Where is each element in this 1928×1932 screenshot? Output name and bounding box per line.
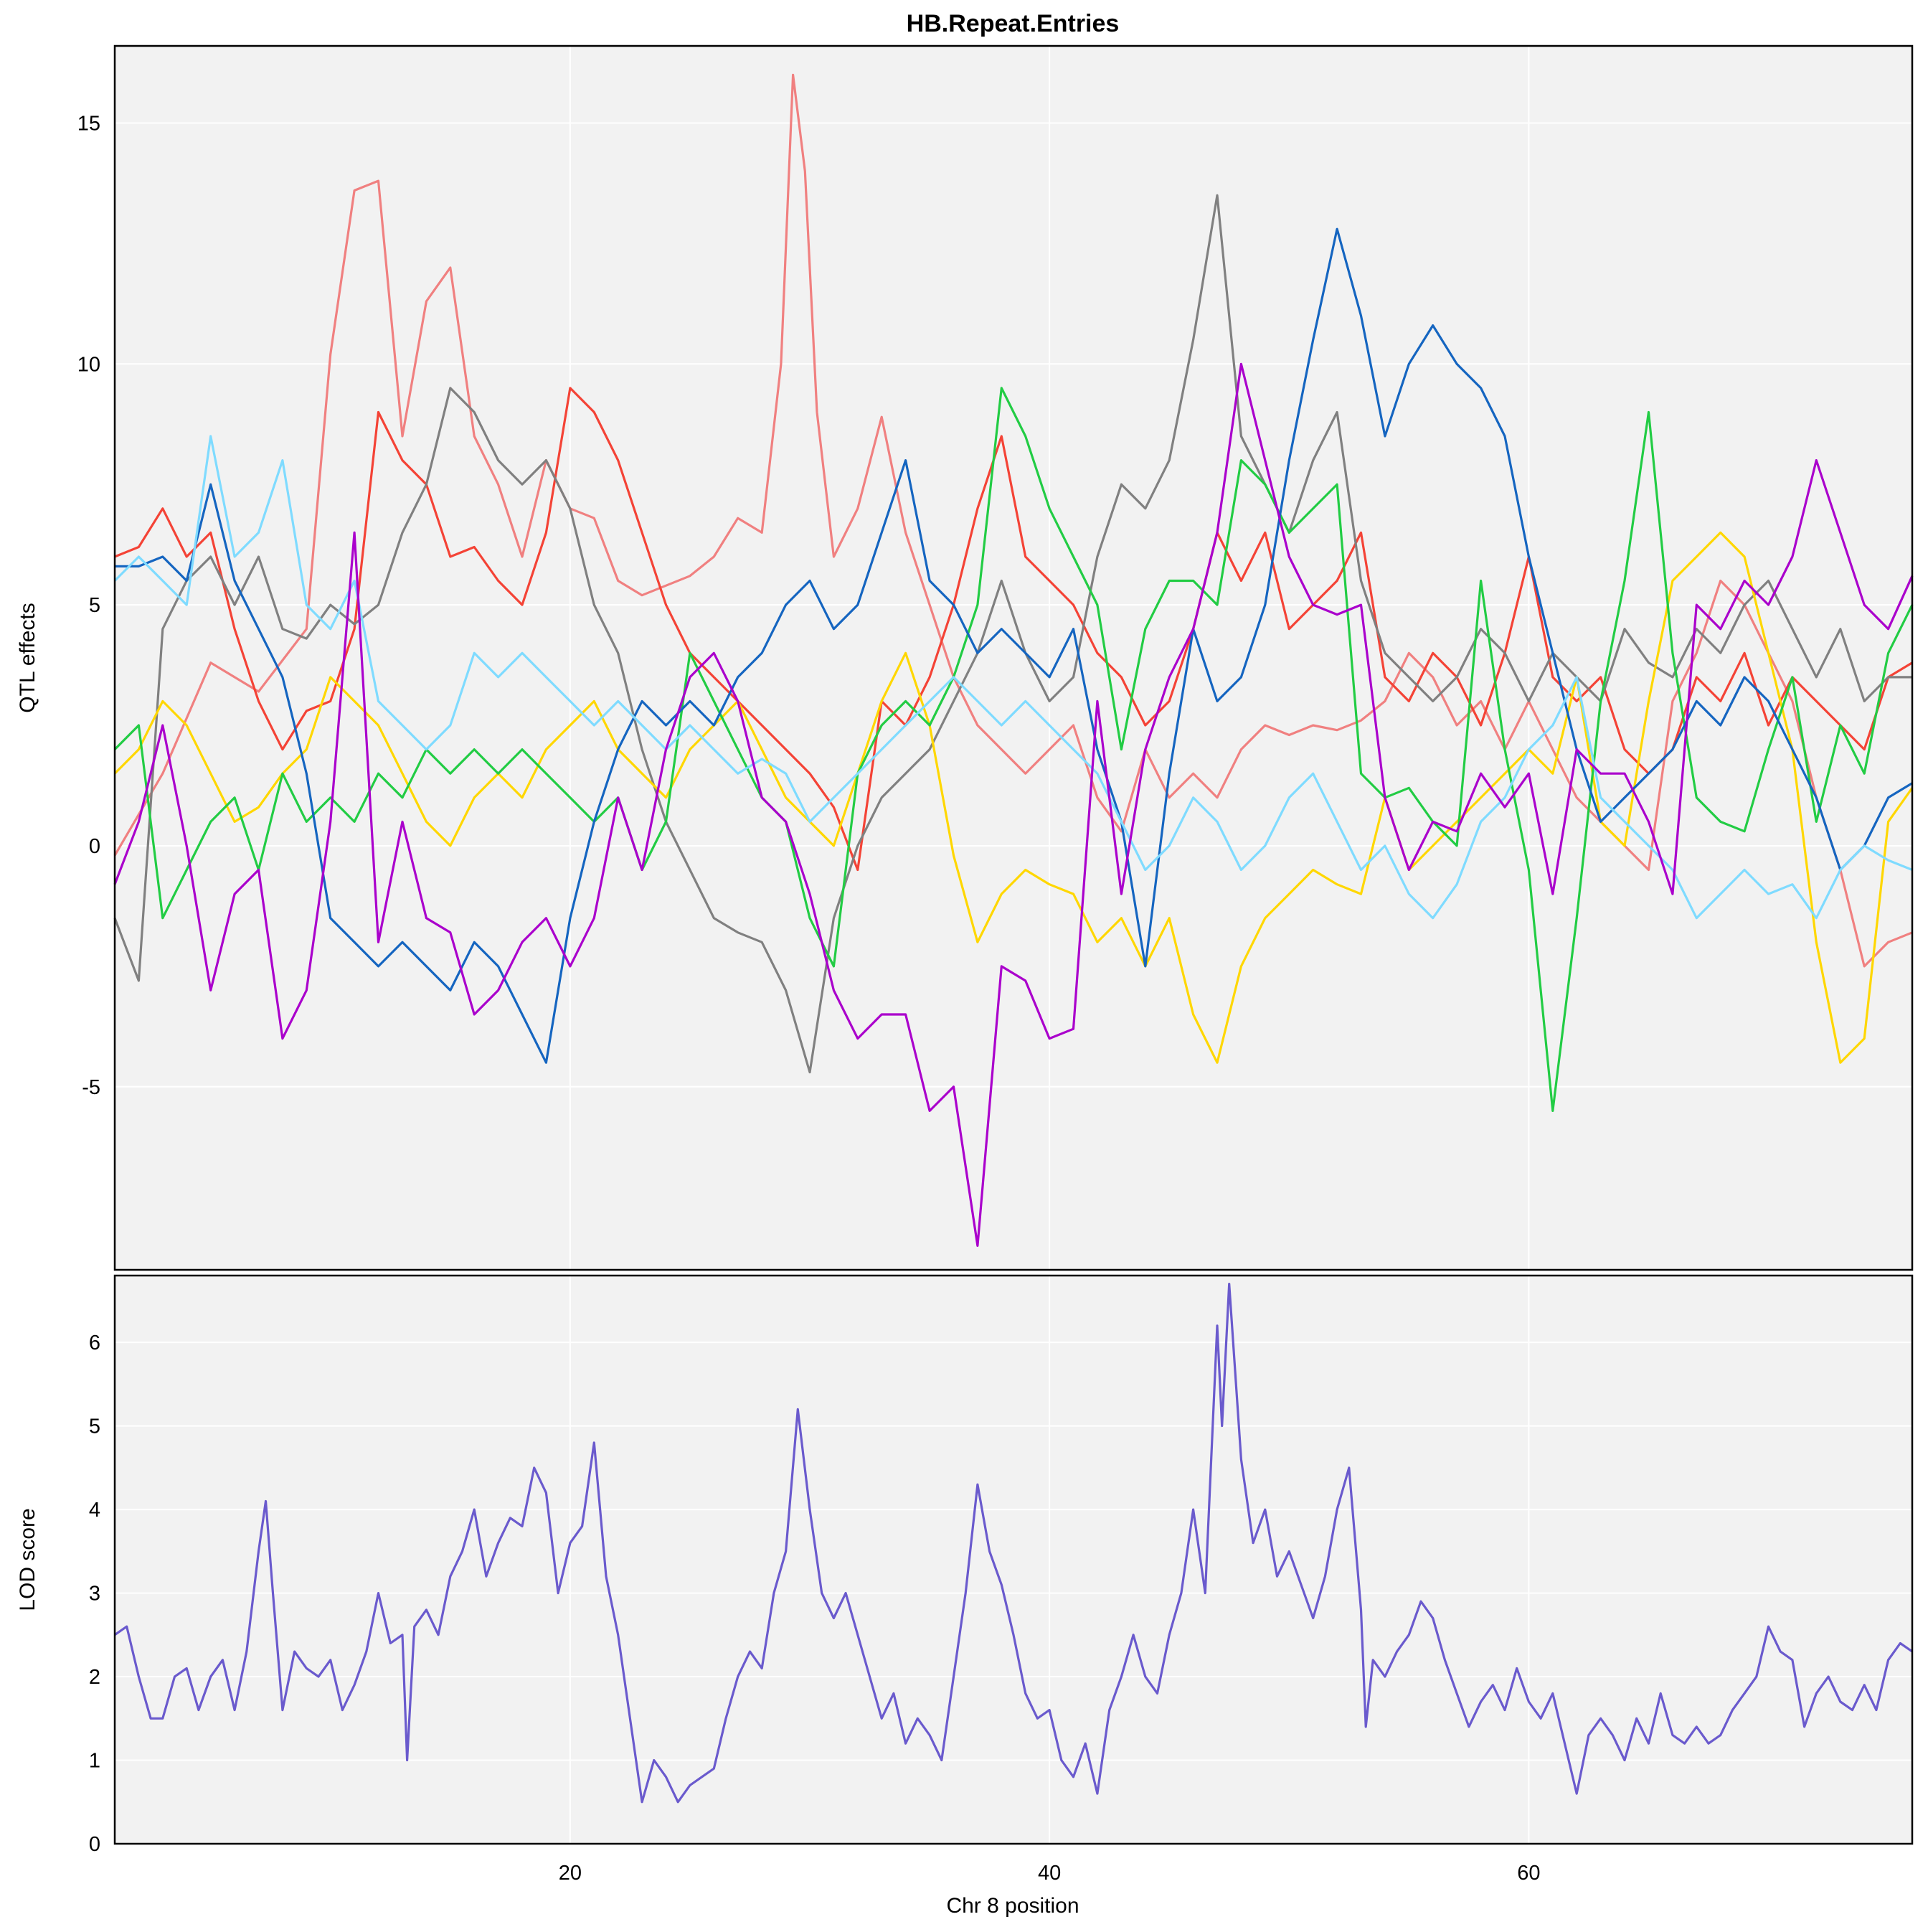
effects-y-tick-label: 0	[89, 835, 100, 858]
x-tick-label: 40	[1038, 1862, 1061, 1885]
effects-plot-background	[115, 46, 1912, 1270]
effects-series-line-2	[114, 387, 1913, 872]
x-tick-label: 60	[1517, 1862, 1540, 1885]
effects-y-axis-label: QTL effects	[16, 603, 39, 712]
effects-series-line-5	[113, 387, 1914, 1112]
lod-gridlines	[115, 1276, 1912, 1844]
lod-series-line-1	[114, 1283, 1913, 1804]
lod-series-group	[114, 1283, 1913, 1804]
effects-y-tick-labels: -5 0 5 10 15	[77, 112, 100, 1098]
lod-y-tick-label: 4	[89, 1499, 100, 1522]
lod-y-tick-label: 0	[89, 1833, 100, 1856]
effects-y-tick-label: 10	[77, 353, 100, 376]
lod-panel: 0 1 2 3 4 5 6 20 40 60 LOD score Chr 8 position	[16, 1274, 1914, 1918]
lod-plot-frame	[113, 1274, 1914, 1845]
effects-plot-frame	[113, 44, 1914, 1271]
lod-plot-background	[115, 1276, 1912, 1844]
effects-series-group	[113, 73, 1914, 1247]
lod-y-tick-label: 5	[89, 1415, 100, 1438]
lod-y-tick-label: 6	[89, 1332, 100, 1354]
effects-series-line-7	[113, 435, 1913, 920]
lod-y-tick-label: 3	[89, 1583, 100, 1606]
lod-y-tick-label: 2	[89, 1666, 100, 1689]
lod-y-tick-labels: 0 1 2 3 4 5 6	[89, 1332, 100, 1856]
x-tick-label: 20	[559, 1862, 582, 1885]
effects-series-line-4	[113, 531, 1914, 1064]
effects-y-tick-label: -5	[82, 1076, 100, 1099]
effects-y-tick-label: 15	[77, 112, 100, 135]
effects-y-tick-label: 5	[89, 594, 100, 617]
x-tick-labels: 20 40 60	[559, 1862, 1541, 1885]
chart-title: HB.Repeat.Entries	[907, 10, 1120, 37]
lod-y-axis-label: LOD score	[16, 1508, 39, 1611]
effects-panel: -5 0 5 10 15 QTL effects	[16, 44, 1914, 1271]
effects-series-line-8	[113, 362, 1914, 1247]
x-axis-label: Chr 8 position	[946, 1894, 1079, 1918]
lod-y-tick-label: 1	[89, 1750, 100, 1773]
effects-series-line-3	[113, 194, 1912, 1074]
effects-gridlines	[115, 46, 1912, 1270]
